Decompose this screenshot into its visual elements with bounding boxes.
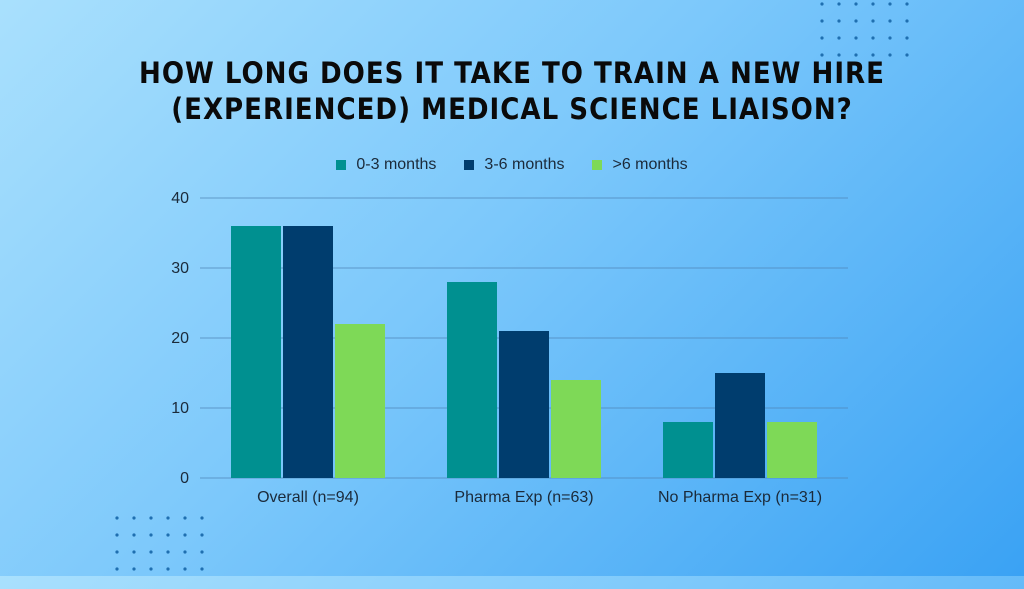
x-tick-label-1: Pharma Exp (n=63) (454, 489, 593, 506)
y-tick-label-10: 10 (171, 400, 189, 417)
y-tick-label-20: 20 (171, 330, 189, 347)
chart-title-line-1: How long does it take to train a new hir… (139, 56, 885, 90)
chart-title: How long does it take to train a new hir… (0, 55, 1024, 127)
x-tick-label-0: Overall (n=94) (257, 489, 359, 506)
bar-1-1 (499, 331, 549, 478)
legend-item-0-3-months: 0-3 months (336, 156, 436, 174)
legend-label-over-6-months: >6 months (612, 156, 688, 173)
bar-chart: 0 10 20 30 40 Overall (n=94) Pharma Exp (n=63)… (171, 190, 848, 506)
legend-label-3-6-months: 3-6 months (484, 156, 565, 173)
bar-0-0 (231, 226, 281, 478)
dot-grid-bottom-left (115, 516, 217, 589)
bar-1-0 (447, 282, 497, 478)
y-tick-label-0: 0 (180, 470, 189, 487)
bar-2-1 (715, 373, 765, 478)
legend-label-0-3-months: 0-3 months (356, 156, 437, 173)
bar-0-1 (283, 226, 333, 478)
bar-2-0 (663, 422, 713, 478)
legend-item-3-6-months: 3-6 months (464, 156, 564, 174)
chart-legend: 0-3 months 3-6 months >6 months (0, 156, 1024, 174)
x-tick-label-2: No Pharma Exp (n=31) (658, 489, 822, 506)
bar-2-2 (767, 422, 817, 478)
dot-grid-top-right (820, 2, 922, 75)
legend-swatch-3-6-months (464, 160, 475, 170)
bar-1-2 (551, 380, 601, 478)
y-tick-label-30: 30 (171, 260, 189, 277)
chart-title-line-2: (experienced) medical science liaison? (171, 92, 853, 126)
legend-swatch-over-6-months (592, 160, 603, 170)
y-tick-label-40: 40 (171, 190, 189, 207)
legend-item-over-6-months: >6 months (592, 156, 688, 174)
legend-swatch-0-3-months (336, 160, 347, 170)
bar-0-2 (335, 324, 385, 478)
